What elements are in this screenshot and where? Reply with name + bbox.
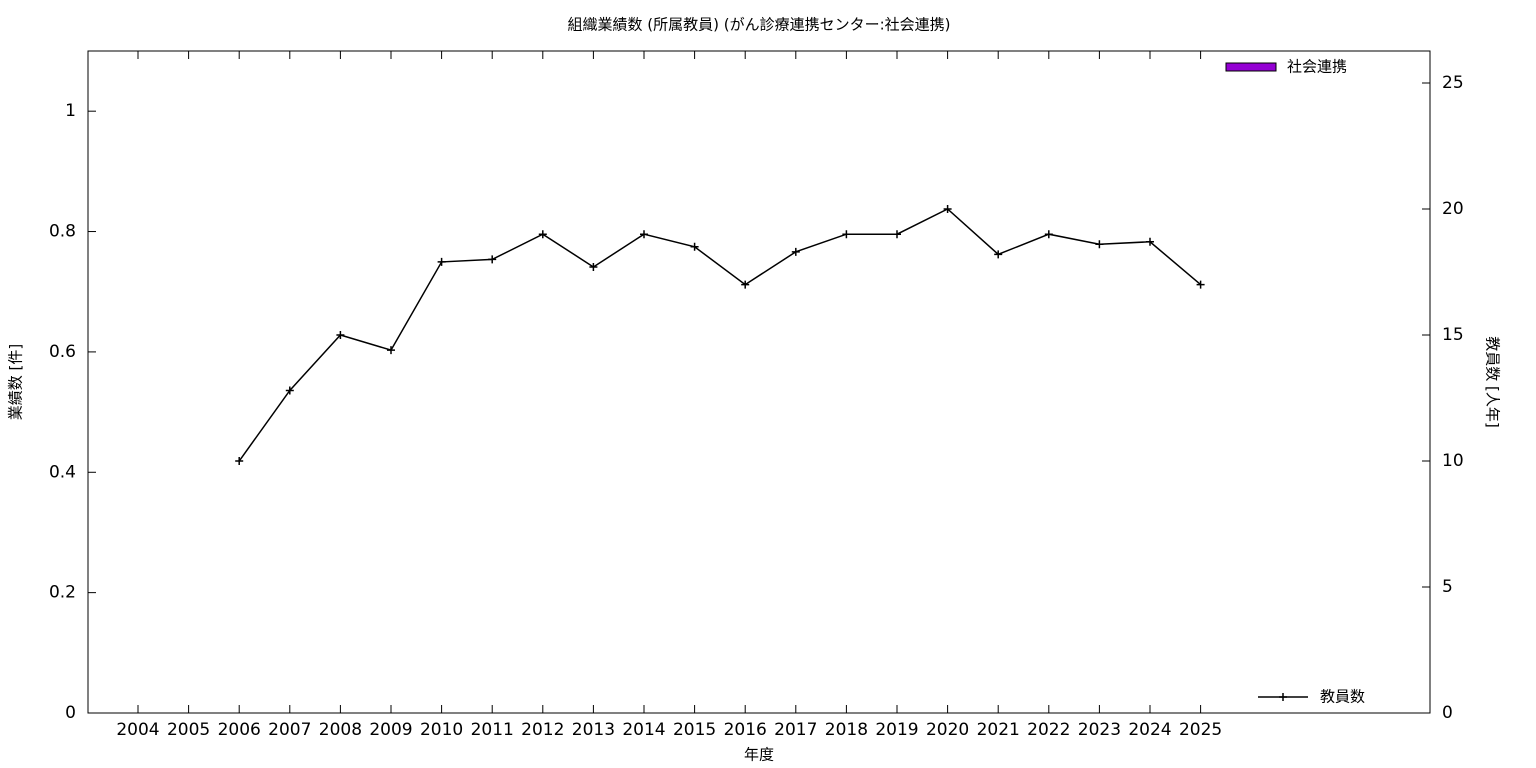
y2-axis-label: 教員数 [人年] <box>1484 336 1502 427</box>
point <box>1196 280 1205 289</box>
x-tick-label: 2019 <box>875 720 918 740</box>
x-axis-label: 年度 <box>744 746 774 764</box>
y2-tick-label: 10 <box>1442 451 1464 471</box>
y2-tick-label: 5 <box>1442 577 1453 597</box>
x-tick-label: 2018 <box>825 720 868 740</box>
point <box>943 205 952 214</box>
point <box>488 255 497 264</box>
point <box>1044 230 1053 239</box>
y-tick-label: 0.8 <box>49 222 76 242</box>
x-tick-label: 2020 <box>926 720 969 740</box>
x-tick-label: 2011 <box>471 720 514 740</box>
legend-label: 教員数 <box>1320 688 1365 706</box>
legend-swatch <box>1225 62 1277 72</box>
legend-swatch <box>1279 693 1287 701</box>
plot-frame <box>87 50 1431 714</box>
point <box>437 257 446 266</box>
x-tick-label: 2009 <box>369 720 412 740</box>
x-tick-label: 2017 <box>774 720 817 740</box>
x-tick-label: 2008 <box>319 720 362 740</box>
point <box>1146 237 1154 246</box>
y2-tick-label: 0 <box>1442 703 1453 723</box>
x-tick-label: 2006 <box>218 720 261 740</box>
x-tick-label: 2025 <box>1179 720 1222 740</box>
point <box>741 280 750 289</box>
point <box>387 346 395 355</box>
x-tick-label: 2023 <box>1078 720 1121 740</box>
chart-title: 組織業績数 (所属教員) (がん診療連携センター:社会連携) <box>567 16 950 34</box>
point <box>235 457 244 466</box>
point <box>285 386 294 395</box>
x-tick-label: 2010 <box>420 720 463 740</box>
point <box>842 230 851 239</box>
point <box>791 247 800 256</box>
x-tick-label: 2012 <box>521 720 564 740</box>
point <box>690 242 699 251</box>
y-tick-label: 0 <box>65 703 76 723</box>
y-tick-label: 0.2 <box>49 583 76 603</box>
point <box>994 250 1003 259</box>
x-tick-label: 2022 <box>1027 720 1070 740</box>
y-axis-label: 業績数 [件] <box>7 344 25 420</box>
point <box>1095 240 1104 249</box>
x-tick-label: 2015 <box>673 720 716 740</box>
point <box>589 262 598 271</box>
legend-label: 社会連携 <box>1287 58 1347 76</box>
x-tick-label: 2016 <box>724 720 767 740</box>
x-tick-label: 2024 <box>1128 720 1171 740</box>
y2-tick-label: 20 <box>1442 199 1464 219</box>
point <box>336 331 345 340</box>
y-tick-label: 0.4 <box>49 462 76 482</box>
x-tick-label: 2007 <box>268 720 311 740</box>
point <box>538 230 547 239</box>
y2-tick-label: 15 <box>1442 325 1464 345</box>
line <box>238 208 1202 462</box>
x-tick-label: 2004 <box>116 720 159 740</box>
x-tick-label: 2021 <box>977 720 1020 740</box>
point <box>893 230 901 239</box>
x-tick-label: 2013 <box>572 720 615 740</box>
y-tick-label: 1 <box>65 101 76 121</box>
y2-tick-label: 25 <box>1442 73 1464 93</box>
x-tick-label: 2014 <box>622 720 665 740</box>
y-tick-label: 0.6 <box>49 342 76 362</box>
point <box>640 230 648 239</box>
x-tick-label: 2005 <box>167 720 210 740</box>
